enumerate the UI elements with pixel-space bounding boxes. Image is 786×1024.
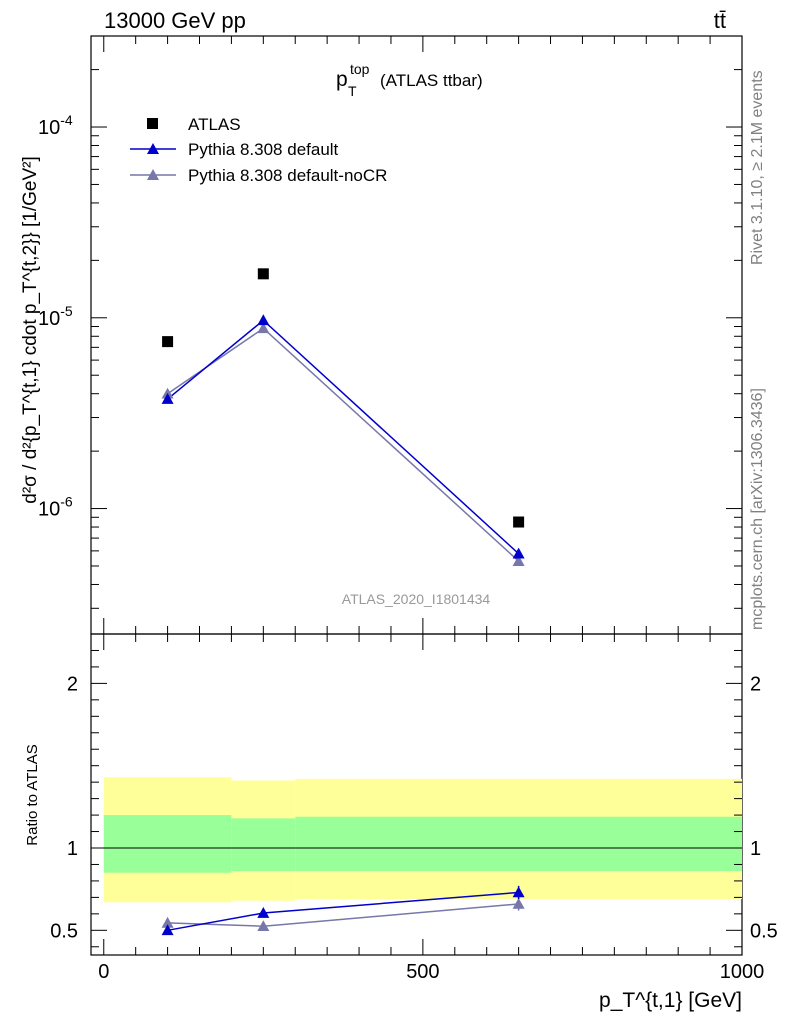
ratio-y-tick-label-left: 2 [67,673,78,695]
ratio-y-tick-label-right: 1 [750,838,761,860]
x-axis-label: p_T^{t,1} [GeV] [599,989,742,1012]
ratio-y-tick-label-right: 0.5 [750,920,778,942]
ratio-y-tick-label-left: 0.5 [50,920,78,942]
ratio-y-tick-label-left: 1 [67,838,78,860]
ratio-band-inner [103,815,232,873]
ratio-x-tick-label: 500 [406,961,439,983]
main-y-tick-labels: 10-6 10-5 10-4 [38,112,73,521]
energy-label: 13000 GeV pp [104,8,246,33]
mcplots-label: mcplots.cern.ch [arXiv:1306.3436] [749,388,766,630]
ratio-x-tick-label: 0 [98,961,109,983]
ratio-band-inner [295,816,742,872]
ratio-y-tick-label-right: 2 [750,673,761,695]
main-axis-ticks [91,36,743,634]
main-y-tick-label: 10-4 [38,112,73,139]
legend-nocr-label: Pythia 8.308 default-noCR [188,166,387,185]
title-sub: T [348,83,357,99]
process-label: tt̄ [714,8,726,33]
main-y-tick-label: 10-6 [38,494,73,521]
ratio-axis-ticks [91,634,743,955]
main-line-default [167,319,520,555]
main-point-atlas [257,268,269,280]
main-series-layer [161,268,525,566]
legend-nocr-marker [147,169,159,180]
legend: ATLAS Pythia 8.308 default Pythia 8.308 … [130,115,387,185]
ratio-x-tick-labels: 0 500 1000 [98,961,764,983]
main-point-default [257,314,270,326]
y-axis-label-main: d²σ / d²{p_T^{t,1} cdot p_T^{t,2}} [1/Ge… [20,156,41,503]
title-sup: top [350,61,370,77]
main-point-nocr [512,555,525,566]
ratio-uncertainty-bands [91,777,742,903]
x-axis-label-text: p_T^{t,1} [GeV] [599,989,742,1012]
rivet-label: Rivet 3.1.10, ≥ 2.1M events [749,70,766,265]
ratio-band-inner [231,818,296,872]
plot-title: p top T (ATLAS ttbar) [336,61,483,99]
main-point-atlas [162,336,174,348]
ratio-point-nocr [161,916,174,928]
main-point-atlas [513,516,525,528]
analysis-id: ATLAS_2020_I1801434 [342,591,491,607]
legend-default-marker [147,143,159,154]
ratio-y-tick-labels: 0.5 0.5 1 1 2 2 [50,673,778,942]
ratio-point-nocr [257,920,270,931]
main-point-default [161,393,174,404]
title-main: p [336,68,348,91]
ratio-point-default [512,886,525,898]
title-suffix: (ATLAS ttbar) [380,71,483,90]
main-point-default [512,547,525,559]
ratio-series-layer [161,885,525,936]
legend-default-label: Pythia 8.308 default [188,140,339,159]
legend-atlas-label: ATLAS [188,115,241,134]
main-line-nocr [167,327,520,562]
y-axis-label-ratio: Ratio to ATLAS [24,744,41,845]
legend-atlas-marker [147,118,158,129]
main-y-tick-label: 10-5 [38,303,73,330]
ratio-point-nocr [512,897,525,909]
ratio-point-default [257,907,270,918]
ratio-x-tick-label: 1000 [720,961,765,983]
main-point-nocr [257,322,270,334]
ratio-point-default [161,924,174,936]
